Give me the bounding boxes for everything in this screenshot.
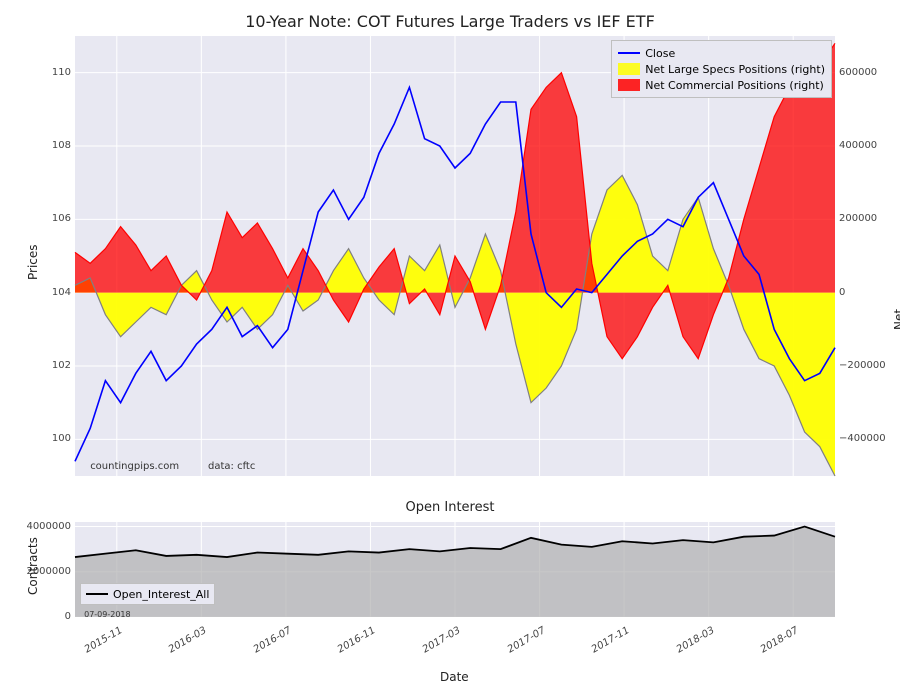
lower-title: Open Interest xyxy=(0,500,900,515)
main-right-ytick: 0 xyxy=(839,287,845,298)
annotation-text: 07-09-2018 xyxy=(84,610,131,619)
annotation-text: countingpips.com xyxy=(90,461,179,472)
main-right-ytick: −200000 xyxy=(839,360,886,371)
main-chart-svg xyxy=(75,36,835,476)
legend-item: Net Large Specs Positions (right) xyxy=(618,61,825,77)
main-left-ytick: 104 xyxy=(45,287,71,298)
legend-item: Open_Interest_All xyxy=(86,586,209,602)
lower-legend: Open_Interest_All xyxy=(80,583,215,605)
legend-item: Close xyxy=(618,45,825,61)
lower-xlabel: Date xyxy=(440,670,469,684)
main-title: 10-Year Note: COT Futures Large Traders … xyxy=(0,12,900,31)
figure: 10-Year Note: COT Futures Large Traders … xyxy=(0,0,900,700)
main-right-ytick: 400000 xyxy=(839,140,877,151)
legend-label: Open_Interest_All xyxy=(113,588,209,601)
main-chart-panel xyxy=(75,36,835,476)
xtick-label: 2016-11 xyxy=(320,625,377,665)
xtick-label: 2017-03 xyxy=(405,625,462,665)
main-left-ytick: 108 xyxy=(45,140,71,151)
xtick-label: 2016-07 xyxy=(236,625,293,665)
xtick-label: 2018-07 xyxy=(743,625,800,665)
legend-label: Net Commercial Positions (right) xyxy=(645,79,824,92)
xtick-label: 2016-03 xyxy=(151,625,208,665)
main-right-ytick: 600000 xyxy=(839,67,877,78)
legend-swatch xyxy=(618,79,640,91)
main-left-ytick: 106 xyxy=(45,213,71,224)
main-left-ylabel: Prices xyxy=(26,244,40,280)
legend-swatch xyxy=(618,52,640,54)
legend-label: Net Large Specs Positions (right) xyxy=(645,63,825,76)
annotation-text: data: cftc xyxy=(208,461,255,472)
main-right-ytick: 200000 xyxy=(839,213,877,224)
main-right-ylabel: Net Futures Contracts xyxy=(892,272,900,330)
xtick-label: 2018-03 xyxy=(659,625,716,665)
lower-ytick: 4000000 xyxy=(25,521,71,532)
legend-swatch xyxy=(618,63,640,75)
main-right-ytick: −400000 xyxy=(839,433,886,444)
main-left-ytick: 110 xyxy=(45,67,71,78)
xtick-label: 2015-11 xyxy=(67,625,124,665)
xtick-label: 2017-11 xyxy=(574,625,631,665)
legend-label: Close xyxy=(645,47,675,60)
main-left-ytick: 100 xyxy=(45,433,71,444)
main-legend: Close Net Large Specs Positions (right) Ne… xyxy=(611,40,832,98)
legend-item: Net Commercial Positions (right) xyxy=(618,77,825,93)
main-left-ytick: 102 xyxy=(45,360,71,371)
xtick-label: 2017-07 xyxy=(490,625,547,665)
lower-ytick: 0 xyxy=(25,611,71,622)
legend-swatch xyxy=(86,593,108,595)
lower-ylabel: Contracts xyxy=(26,537,40,595)
